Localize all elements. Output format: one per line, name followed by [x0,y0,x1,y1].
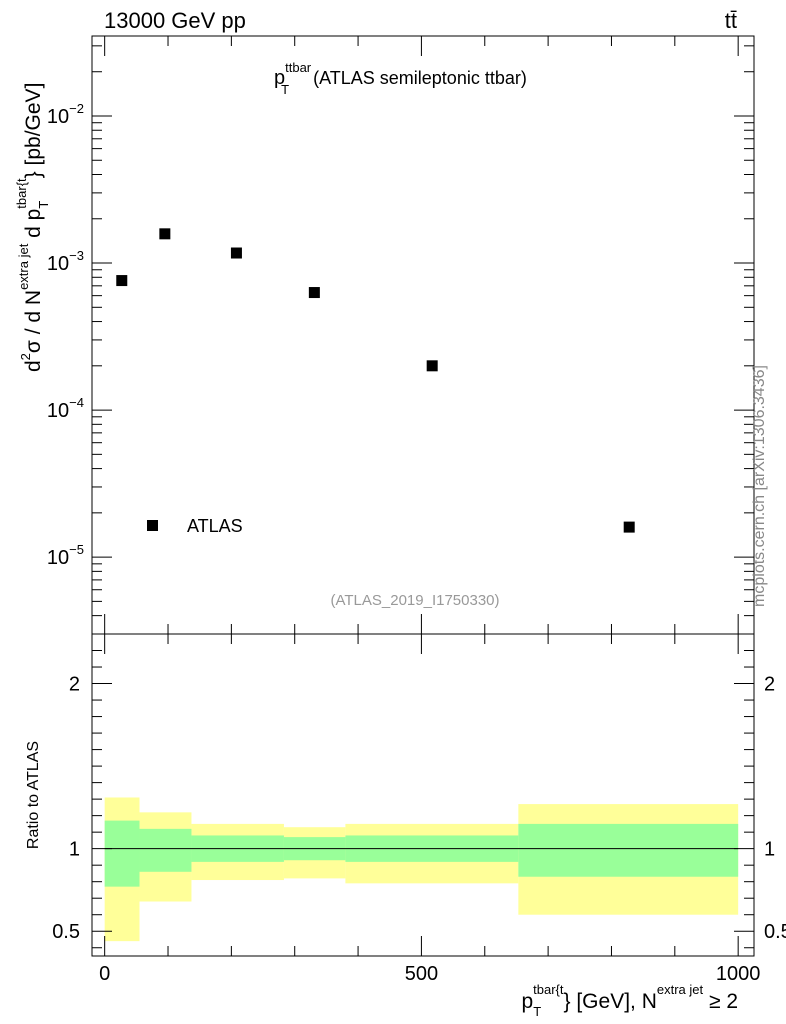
data-point [308,287,320,299]
data-points [116,228,635,533]
main-panel-tick-labels: 10−5 10−4 10−3 10−2 [47,101,84,569]
x-tick-label: 500 [405,963,438,985]
y-tick-label: 10−3 [47,248,84,275]
main-panel-frame [91,35,755,635]
x-tick-label: 1000 [716,963,761,985]
energy-label: 13000 GeV pp [104,8,246,33]
x-tick-label: 0 [99,963,110,985]
main-panel-ticks [92,36,754,635]
ratio-panel-frame [91,633,755,957]
legend-marker [147,520,158,531]
ratio-panel-ticks [92,633,754,956]
data-point [426,360,438,372]
ratio-y-tick-label-right: 0.5 [764,921,786,943]
data-point [230,247,242,259]
y-axis-label-main: d2σ / d Nextra jet d pTtbar{t} [pb/GeV] [14,83,51,372]
process-label: tt̄ [725,8,737,33]
y-axis-label-ratio: Ratio to ATLAS [25,741,42,849]
data-point [623,521,635,533]
ratio-band-inner [139,828,192,872]
x-axis-label: pTtbar{t} [GeV], Nextra jet ≥ 2 [522,982,739,1019]
ratio-band-inner [104,820,140,887]
y-tick-label: 10−4 [47,395,84,422]
main-title: pttbar T(ATLAS semileptonic ttbar) [274,60,527,97]
main-panel: 10−5 10−4 10−3 10−2 pttbar T(ATLAS semilepto… [14,35,755,635]
y-tick-label: 10−5 [47,542,84,569]
ratio-y-tick-label: 0.5 [52,921,80,943]
data-point [159,228,171,240]
ratio-y-tick-label-right: 2 [764,674,775,696]
ratio-y-tick-label: 1 [69,839,80,861]
ratio-y-tick-label-right: 1 [764,839,775,861]
ratio-y-tick-label: 2 [69,674,80,696]
legend-entry: ATLAS [187,516,243,536]
data-point [116,275,128,287]
analysis-tag: (ATLAS_2019_I1750330) [330,592,499,609]
side-label: mcplots.cern.ch [arXiv:1306.3436] [751,365,768,607]
ratio-band-inner [518,823,739,877]
ratio-panel: 0.5 0.5 1 1 2 2 0 500 1000 Ratio to ATLAS [25,633,786,985]
ratio-panel-tick-labels: 0.5 0.5 1 1 2 2 0 500 1000 [52,674,786,985]
ratio-bands [104,797,739,942]
y-tick-label: 10−2 [47,101,84,128]
